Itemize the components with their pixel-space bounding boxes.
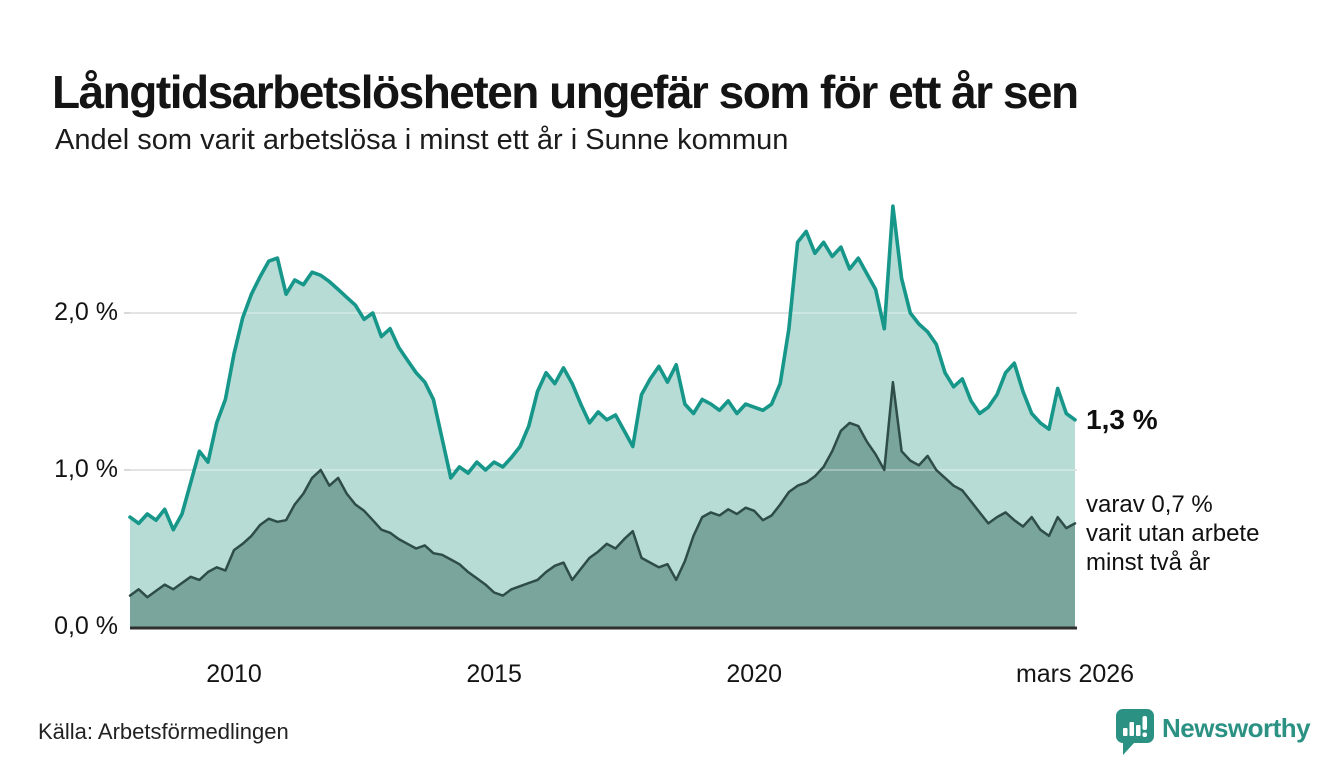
note-line: varav 0,7 % xyxy=(1086,491,1213,518)
x-axis-tick-label: mars 2026 xyxy=(1015,660,1135,688)
note-line: minst två år xyxy=(1086,549,1211,576)
secondary-value-note: varav 0,7 % varit utan arbete minst två … xyxy=(1086,490,1259,577)
note-line: varit utan arbete xyxy=(1086,520,1260,547)
line-unemployed-two-years xyxy=(128,380,1077,599)
line-unemployed-one-year xyxy=(128,204,1077,532)
source-attribution: Källa: Arbetsförmedlingen xyxy=(38,719,289,744)
y-axis-tick-label: 1,0 % xyxy=(54,455,118,483)
y-axis-tick-label: 2,0 % xyxy=(54,298,118,326)
page-subtitle: Andel som varit arbetslösa i minst ett å… xyxy=(55,124,789,156)
newsworthy-logo: Newsworthy xyxy=(1115,708,1311,756)
area-unemployed-two-years xyxy=(130,382,1075,627)
x-axis-tick-label: 2015 xyxy=(466,660,522,688)
page-title: Långtidsarbetslösheten ungefär som för e… xyxy=(52,65,1079,118)
newsworthy-chart-bubble-icon xyxy=(1116,709,1154,755)
y-axis-tick-label: 0,0 % xyxy=(54,612,118,640)
brand-wordmark: Newsworthy xyxy=(1162,713,1311,743)
x-axis-tick-label: 2010 xyxy=(206,660,262,688)
latest-value-label: 1,3 % xyxy=(1086,404,1158,435)
x-axis-tick-label: 2020 xyxy=(726,660,783,688)
